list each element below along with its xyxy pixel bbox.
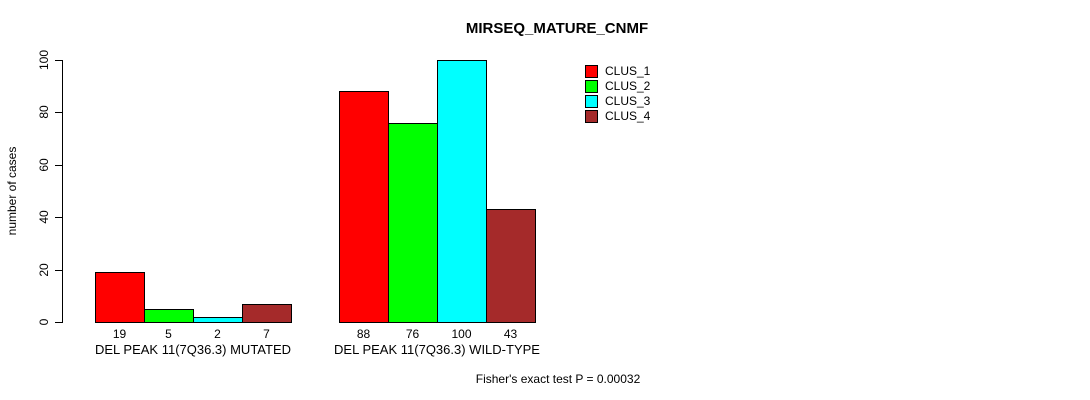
legend-label: CLUS_4 [605, 109, 651, 123]
bar [437, 60, 487, 323]
group-label: DEL PEAK 11(7Q36.3) MUTATED [94, 342, 292, 357]
bar-value-label: 43 [503, 327, 518, 341]
bar-value-label: 88 [356, 327, 371, 341]
y-tick-label: 20 [37, 263, 51, 277]
bar-value-label: 76 [405, 327, 420, 341]
y-tick [55, 322, 62, 323]
y-tick [55, 217, 62, 218]
bar [388, 123, 438, 323]
legend-swatch-clus_4 [585, 110, 598, 123]
y-tick [55, 112, 62, 113]
legend-label: CLUS_3 [605, 94, 651, 108]
legend-swatch-clus_3 [585, 95, 598, 108]
group-label: DEL PEAK 11(7Q36.3) WILD-TYPE [334, 342, 540, 357]
legend-label: CLUS_2 [605, 79, 651, 93]
bar [144, 309, 194, 323]
bar [95, 272, 145, 323]
y-tick [55, 270, 62, 271]
y-tick-label: 80 [37, 105, 51, 119]
y-tick-label: 40 [37, 210, 51, 224]
bar-value-label: 5 [165, 327, 172, 341]
legend-swatch-clus_1 [585, 65, 598, 78]
y-tick [55, 165, 62, 166]
legend-swatch-clus_2 [585, 80, 598, 93]
bar [339, 91, 389, 323]
chart-title: MIRSEQ_MATURE_CNMF [465, 20, 649, 37]
bar [193, 317, 243, 323]
bar-value-label: 100 [451, 327, 472, 341]
y-tick-label: 0 [37, 318, 51, 326]
y-tick-label: 100 [37, 49, 51, 71]
y-axis [62, 60, 63, 323]
bar [242, 304, 292, 323]
legend-label: CLUS_1 [605, 64, 651, 78]
bar-value-label: 7 [263, 327, 270, 341]
y-tick-label: 60 [37, 158, 51, 172]
bar [486, 209, 536, 323]
bar-value-label: 2 [214, 327, 221, 341]
y-tick [55, 60, 62, 61]
fisher-test-note: Fisher's exact test P = 0.00032 [475, 372, 641, 386]
bar-value-label: 19 [112, 327, 127, 341]
